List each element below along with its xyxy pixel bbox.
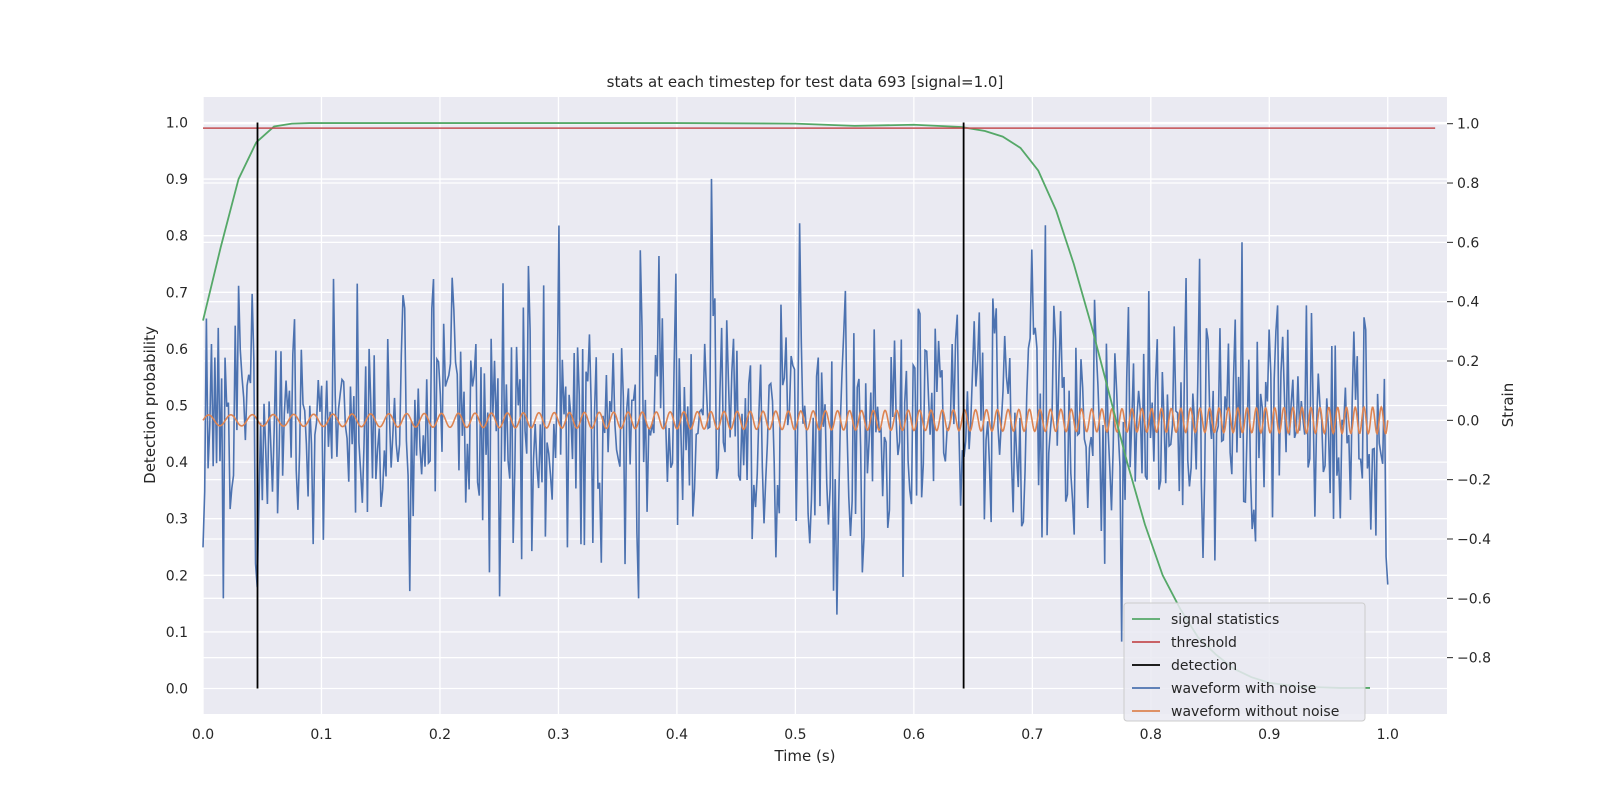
x-axis: 0.0 0.1 0.2 0.3 0.4 0.5 0.6 0.7 0.8 0.9 1.0 (192, 727, 1399, 743)
x-tick-label: 0.4 (666, 727, 688, 743)
x-axis-label: Time (s) (774, 747, 836, 765)
left-y-axis-label: Detection probability (141, 326, 159, 484)
y-left-tick-label: 0.1 (166, 625, 188, 641)
chart-title: stats at each timestep for test data 693… (607, 73, 1004, 91)
x-tick-label: 0.8 (1140, 727, 1162, 743)
legend-box (1123, 602, 1366, 722)
y-right-tick-label: 0.6 (1457, 235, 1479, 251)
y-left-tick-label: 0.8 (166, 229, 188, 245)
x-tick-label: 0.9 (1258, 727, 1280, 743)
legend-label: waveform with noise (1171, 681, 1316, 697)
y-right-tick-label: 1.0 (1457, 117, 1479, 133)
y-left-tick-label: 0.0 (166, 682, 188, 698)
legend-label: threshold (1171, 635, 1237, 651)
series-waveform-without-noise (202, 405, 1389, 436)
y-left-tick-label: 0.7 (166, 285, 188, 301)
legend: signal statistics threshold detection wavef… (1123, 602, 1366, 722)
x-tick-label: 0.1 (310, 727, 332, 743)
right-y-axis-label: Strain (1499, 383, 1517, 427)
y-left-tick-label: 0.2 (166, 568, 188, 584)
right-y-axis: −0.8 −0.6 −0.4 −0.2 0.0 0.2 0.4 0.6 0.8 1.0 (1447, 117, 1491, 667)
y-right-tick-label: −0.8 (1457, 651, 1491, 667)
y-left-tick-label: 0.5 (166, 399, 188, 415)
x-tick-label: 0.3 (547, 727, 569, 743)
x-tick-label: 0.7 (1021, 727, 1043, 743)
legend-label: detection (1171, 658, 1237, 674)
legend-label: signal statistics (1171, 612, 1279, 628)
y-left-tick-label: 1.0 (166, 115, 188, 131)
x-tick-label: 0.6 (903, 727, 925, 743)
series-waveform-with-noise (202, 178, 1389, 642)
y-right-tick-label: −0.4 (1457, 532, 1491, 548)
x-tick-label: 0.2 (429, 727, 451, 743)
y-right-tick-label: −0.6 (1457, 591, 1491, 607)
y-left-tick-label: 0.3 (166, 512, 188, 528)
y-right-tick-label: 0.8 (1457, 176, 1479, 192)
y-right-tick-label: 0.2 (1457, 354, 1479, 370)
y-right-tick-label: 0.4 (1457, 295, 1479, 311)
left-y-axis: 0.0 0.1 0.2 0.3 0.4 0.5 0.6 0.7 0.8 0.9 1.0 (166, 115, 188, 697)
legend-label: waveform without noise (1171, 704, 1339, 720)
y-left-tick-label: 0.6 (166, 342, 188, 358)
grid (202, 97, 1447, 714)
y-left-tick-label: 0.9 (166, 172, 188, 188)
x-tick-label: 1.0 (1377, 727, 1399, 743)
x-tick-label: 0.0 (192, 727, 214, 743)
x-tick-label: 0.5 (784, 727, 806, 743)
y-right-tick-label: 0.0 (1457, 413, 1479, 429)
y-right-tick-label: −0.2 (1457, 473, 1491, 489)
y-left-tick-label: 0.4 (166, 455, 188, 471)
